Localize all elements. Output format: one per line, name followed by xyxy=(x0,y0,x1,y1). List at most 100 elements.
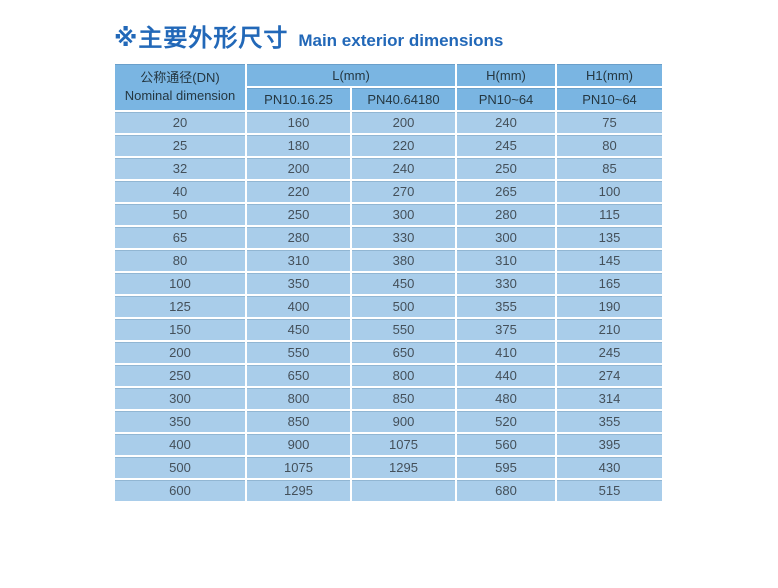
value-cell: 450 xyxy=(349,271,458,296)
value-cell: 550 xyxy=(349,317,458,342)
value-cell: 680 xyxy=(455,478,558,503)
value-cell: 250 xyxy=(455,156,558,181)
value-cell: 440 xyxy=(455,363,558,388)
value-cell: 310 xyxy=(455,248,558,273)
title-zh: ※主要外形尺寸 xyxy=(114,18,288,53)
dn-cell: 500 xyxy=(113,455,247,480)
value-cell: 115 xyxy=(555,202,665,227)
table-row: 200 550 650 410 245 xyxy=(113,340,665,365)
title-en: Main exterior dimensions xyxy=(298,31,504,50)
header-l-sub2: PN40.64180 xyxy=(349,86,458,112)
value-cell: 270 xyxy=(349,179,458,204)
header-l-group: L(mm) xyxy=(244,62,458,88)
table-row: 150 450 550 375 210 xyxy=(113,317,665,342)
value-cell: 850 xyxy=(349,386,458,411)
value-cell: 165 xyxy=(555,271,665,296)
value-cell: 310 xyxy=(245,248,352,273)
dn-cell: 65 xyxy=(113,225,247,250)
table-row: 250 650 800 440 274 xyxy=(113,363,665,388)
value-cell: 395 xyxy=(555,432,665,457)
table-row: 600 1295 680 515 xyxy=(113,478,665,503)
header-nominal-dimension: 公称通径(DN) Nominal dimension xyxy=(113,62,247,112)
table-row: 65 280 330 300 135 xyxy=(113,225,665,250)
value-cell: 330 xyxy=(455,271,558,296)
value-cell: 250 xyxy=(245,202,352,227)
dn-cell: 300 xyxy=(113,386,247,411)
header-h-group: H(mm) xyxy=(455,62,558,88)
table-row: 20 160 200 240 75 xyxy=(113,110,665,135)
value-cell: 280 xyxy=(455,202,558,227)
value-cell: 300 xyxy=(455,225,558,250)
value-cell: 850 xyxy=(245,409,352,434)
table-row: 40 220 270 265 100 xyxy=(113,179,665,204)
value-cell: 274 xyxy=(555,363,665,388)
dn-cell: 32 xyxy=(113,156,247,181)
value-cell: 100 xyxy=(555,179,665,204)
header-h1-group: H1(mm) xyxy=(555,62,665,88)
dn-cell: 50 xyxy=(113,202,247,227)
value-cell: 800 xyxy=(349,363,458,388)
value-cell: 900 xyxy=(245,432,352,457)
value-cell: 1075 xyxy=(245,455,352,480)
value-cell: 245 xyxy=(555,340,665,365)
table-row: 500 1075 1295 595 430 xyxy=(113,455,665,480)
value-cell: 595 xyxy=(455,455,558,480)
value-cell: 350 xyxy=(245,271,352,296)
value-cell: 500 xyxy=(349,294,458,319)
header-h1-sub: PN10~64 xyxy=(555,86,665,112)
dn-cell: 250 xyxy=(113,363,247,388)
value-cell: 430 xyxy=(555,455,665,480)
table-row: 100 350 450 330 165 xyxy=(113,271,665,296)
table-row: 300 800 850 480 314 xyxy=(113,386,665,411)
dn-cell: 200 xyxy=(113,340,247,365)
value-cell: 180 xyxy=(245,133,352,158)
value-cell: 800 xyxy=(245,386,352,411)
value-cell: 520 xyxy=(455,409,558,434)
value-cell: 220 xyxy=(349,133,458,158)
value-cell: 280 xyxy=(245,225,352,250)
value-cell: 650 xyxy=(349,340,458,365)
value-cell: 190 xyxy=(555,294,665,319)
dn-cell: 350 xyxy=(113,409,247,434)
value-cell: 560 xyxy=(455,432,558,457)
dn-cell: 80 xyxy=(113,248,247,273)
dn-cell: 40 xyxy=(113,179,247,204)
value-cell: 135 xyxy=(555,225,665,250)
table-row: 125 400 500 355 190 xyxy=(113,294,665,319)
dn-cell: 125 xyxy=(113,294,247,319)
value-cell: 900 xyxy=(349,409,458,434)
title-zh-text: 主要外形尺寸 xyxy=(138,25,289,52)
dn-cell: 20 xyxy=(113,110,247,135)
table-row: 25 180 220 245 80 xyxy=(113,133,665,158)
value-cell: 85 xyxy=(555,156,665,181)
value-cell: 550 xyxy=(245,340,352,365)
header-row-1: 公称通径(DN) Nominal dimension L(mm) H(mm) H… xyxy=(113,62,665,112)
value-cell: 200 xyxy=(245,156,352,181)
value-cell: 375 xyxy=(455,317,558,342)
value-cell: 400 xyxy=(245,294,352,319)
value-cell: 245 xyxy=(455,133,558,158)
header-dn-en: Nominal dimension xyxy=(124,88,236,103)
header-h-sub: PN10~64 xyxy=(455,86,558,112)
value-cell: 240 xyxy=(349,156,458,181)
value-cell: 355 xyxy=(455,294,558,319)
value-cell: 1075 xyxy=(349,432,458,457)
value-cell: 80 xyxy=(555,133,665,158)
value-cell: 355 xyxy=(555,409,665,434)
value-cell xyxy=(349,478,458,503)
table-row: 400 900 1075 560 395 xyxy=(113,432,665,457)
value-cell: 145 xyxy=(555,248,665,273)
value-cell: 480 xyxy=(455,386,558,411)
table-header: 公称通径(DN) Nominal dimension L(mm) H(mm) H… xyxy=(113,62,665,112)
value-cell: 1295 xyxy=(349,455,458,480)
value-cell: 314 xyxy=(555,386,665,411)
value-cell: 210 xyxy=(555,317,665,342)
dn-cell: 25 xyxy=(113,133,247,158)
dn-cell: 600 xyxy=(113,478,247,503)
dimensions-table: 公称通径(DN) Nominal dimension L(mm) H(mm) H… xyxy=(113,62,665,503)
table-row: 350 850 900 520 355 xyxy=(113,409,665,434)
value-cell: 515 xyxy=(555,478,665,503)
value-cell: 1295 xyxy=(245,478,352,503)
header-dn-zh: 公称通径(DN) xyxy=(140,70,220,86)
